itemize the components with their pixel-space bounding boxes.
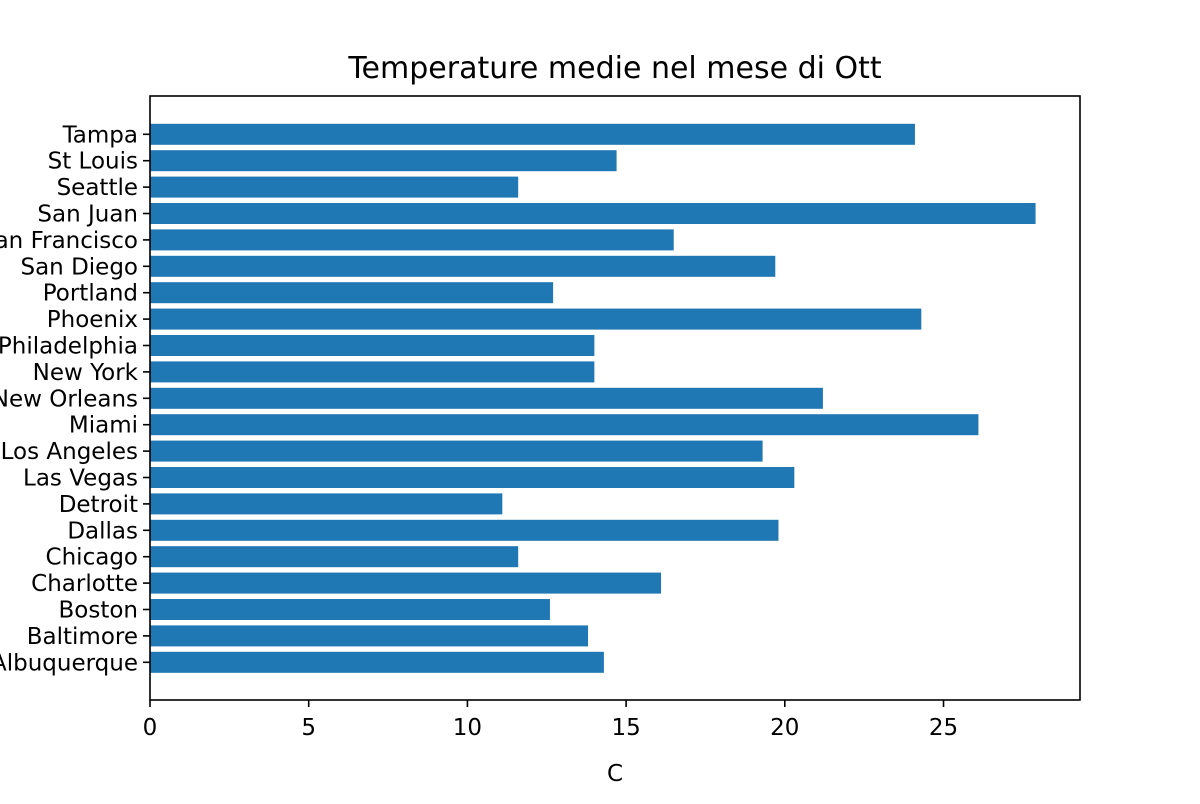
bar-dallas [150,519,779,541]
bar-las-vegas [150,467,795,488]
x-axis-label: C [607,761,623,787]
x-axis-ticks: 0 5 10 15 20 25 [143,700,958,741]
bars-group [150,123,1036,673]
y-tick-label: San Diego [20,254,138,280]
bar-san-francisco [150,229,674,251]
x-tick-label: 20 [770,715,799,741]
bar-albuquerque [150,651,604,673]
y-tick-label: Chicago [46,545,138,571]
y-tick-label: San Francisco [0,228,138,254]
y-tick-label: Albuquerque [0,650,138,676]
y-axis-ticks: AlbuquerqueBaltimoreBostonCharlotteChica… [0,122,150,676]
chart-title: Temperature medie nel mese di Ott [347,51,882,86]
bar-portland [150,282,554,304]
bar-st-louis [150,150,617,172]
y-tick-label: New York [33,360,139,386]
bar-seattle [150,176,519,198]
y-tick-label: Boston [58,598,138,624]
y-tick-label: San Juan [37,202,138,228]
x-tick-label: 5 [301,715,316,741]
y-tick-label: Los Angeles [1,439,138,465]
x-tick-label: 15 [611,715,640,741]
y-tick-label: St Louis [48,149,138,175]
y-tick-label: Dallas [67,518,138,544]
y-tick-label: Detroit [59,492,138,518]
y-tick-label: Phoenix [47,307,138,333]
y-tick-label: Baltimore [27,624,138,650]
y-tick-label: Las Vegas [23,466,138,492]
bar-phoenix [150,308,922,330]
bar-new-orleans [150,387,823,409]
bar-new-york [150,361,595,383]
bar-boston [150,599,550,620]
y-tick-label: Miami [69,413,138,439]
bar-miami [150,414,979,436]
x-tick-label: 10 [453,715,482,741]
y-tick-label: New Orleans [0,386,138,412]
y-tick-label: Seattle [57,175,138,201]
bar-tampa [150,123,915,145]
bar-los-angeles [150,440,763,462]
y-tick-label: Tampa [62,122,138,148]
y-tick-label: Philadelphia [0,334,138,360]
bar-baltimore [150,625,589,647]
x-tick-label: 25 [929,715,958,741]
plot-area-frame [149,95,1081,701]
bar-philadelphia [150,335,595,356]
y-tick-label: Charlotte [31,571,138,597]
y-tick-label: Portland [43,281,138,307]
bar-chicago [150,546,519,568]
bar-san-diego [150,255,776,277]
bar-charlotte [150,572,662,594]
bar-san-juan [150,203,1036,224]
bar-detroit [150,493,503,515]
x-tick-label: 0 [143,715,158,741]
